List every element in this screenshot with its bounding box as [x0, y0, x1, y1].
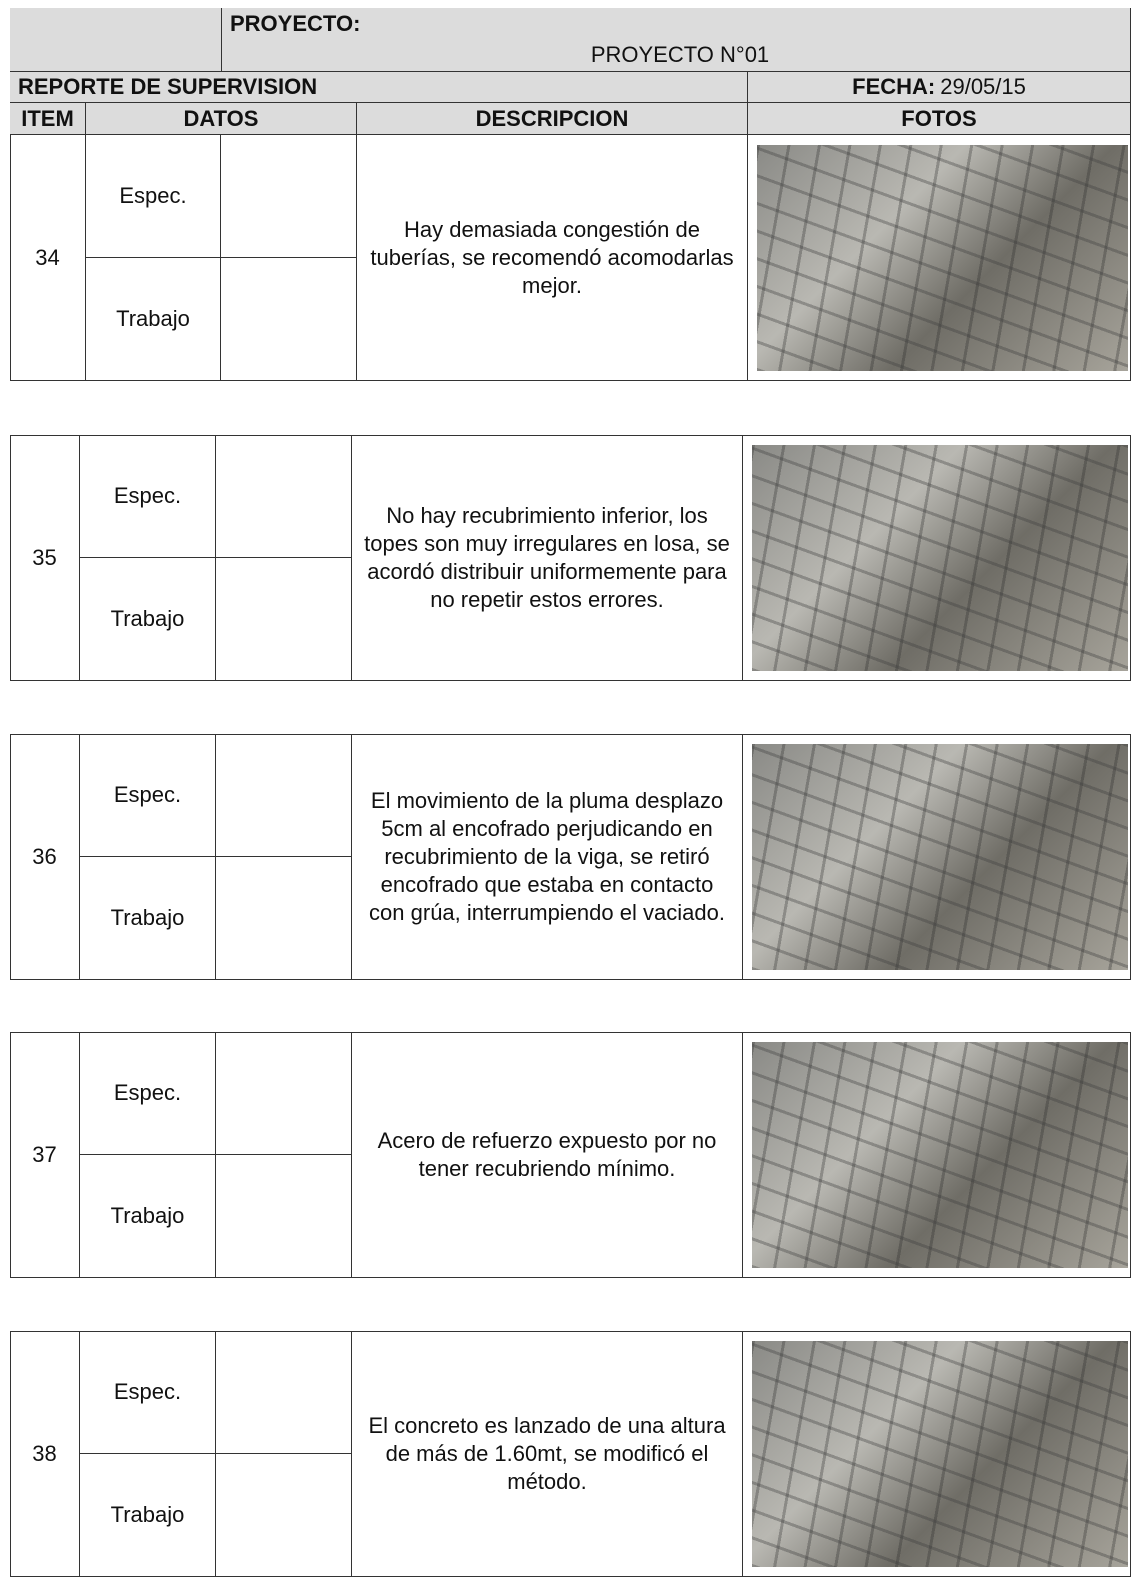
description: Hay demasiada congestión de tuberías, se…: [357, 135, 748, 381]
work-label: Trabajo: [80, 1454, 216, 1577]
photo: [752, 1341, 1128, 1567]
photo: [752, 1042, 1128, 1268]
photo-cell: [743, 435, 1131, 681]
date-value: 29/05/15: [940, 74, 1026, 99]
item-number: 38: [10, 1331, 80, 1577]
column-header: DATOS: [86, 103, 357, 135]
date-cell: FECHA: 29/05/15: [748, 72, 1131, 103]
description: El movimiento de la pluma desplazo 5cm a…: [352, 734, 743, 980]
work-value: [216, 558, 352, 681]
spec-value: [221, 135, 357, 258]
spec-label: Espec.: [80, 1032, 216, 1155]
spec-label: Espec.: [86, 135, 221, 258]
photo-cell: [743, 1331, 1131, 1577]
photo: [757, 145, 1128, 371]
header-blank: [10, 8, 222, 72]
project-name: PROYECTO N°01: [590, 42, 770, 67]
item-number: 37: [10, 1032, 80, 1278]
work-label: Trabajo: [80, 558, 216, 681]
work-value: [216, 1454, 352, 1577]
project-cell: PROYECTO: PROYECTO N°01: [222, 8, 1131, 72]
item-number: 35: [10, 435, 80, 681]
work-value: [216, 1155, 352, 1278]
work-label: Trabajo: [80, 857, 216, 980]
photo-cell: [743, 1032, 1131, 1278]
row-frame: [10, 1032, 1131, 1278]
row-frame: [10, 734, 1131, 980]
work-value: [221, 258, 357, 381]
photo-cell: [748, 135, 1131, 381]
photo-cell: [743, 734, 1131, 980]
spec-value: [216, 1032, 352, 1155]
spec-value: [216, 734, 352, 857]
spec-value: [216, 1331, 352, 1454]
work-label: Trabajo: [86, 258, 221, 381]
spec-label: Espec.: [80, 734, 216, 857]
spec-label: Espec.: [80, 1331, 216, 1454]
item-number: 34: [10, 135, 86, 381]
work-value: [216, 857, 352, 980]
description: Acero de refuerzo expuesto por no tener …: [352, 1032, 743, 1278]
row-frame: [10, 135, 1131, 381]
spec-value: [216, 435, 352, 558]
photo: [752, 445, 1128, 671]
column-header: FOTOS: [748, 103, 1131, 135]
row-frame: [10, 1331, 1131, 1577]
photo: [752, 744, 1128, 970]
item-number: 36: [10, 734, 80, 980]
spec-label: Espec.: [80, 435, 216, 558]
project-title: PROYECTO:: [230, 11, 361, 36]
date-label: FECHA:: [852, 74, 936, 99]
column-header: ITEM: [10, 103, 86, 135]
description: El concreto es lanzado de una altura de …: [352, 1331, 743, 1577]
description: No hay recubrimiento inferior, los topes…: [352, 435, 743, 681]
report-title: REPORTE DE SUPERVISION: [10, 72, 748, 103]
work-label: Trabajo: [80, 1155, 216, 1278]
column-header: DESCRIPCION: [357, 103, 748, 135]
row-frame: [10, 435, 1131, 681]
